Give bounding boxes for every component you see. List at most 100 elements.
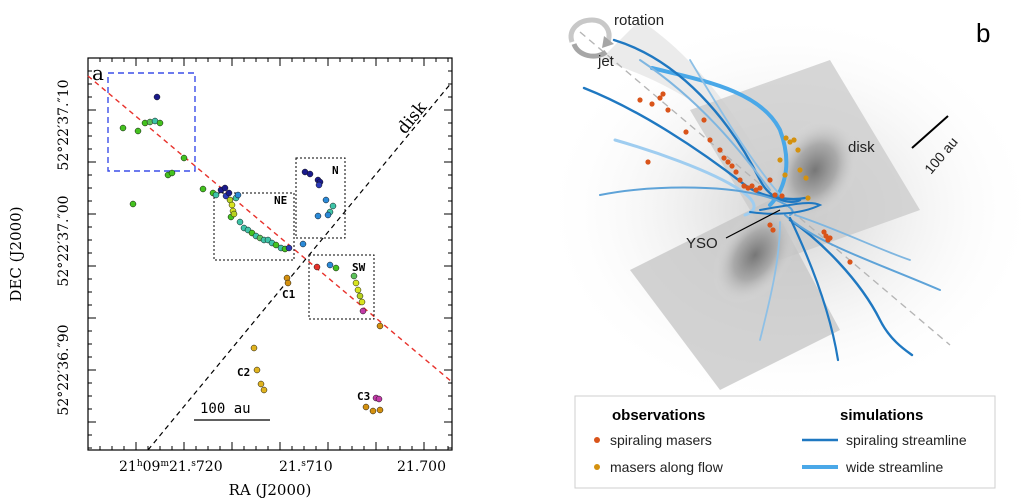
region-box-n	[295, 157, 346, 239]
x-axis-label: RA (J2000)	[229, 481, 312, 499]
maser-spot	[375, 395, 383, 403]
maser-marker	[657, 95, 663, 101]
maser-spot	[168, 169, 176, 177]
maser-spot	[225, 189, 233, 197]
maser-spot	[250, 344, 258, 352]
maser-marker	[745, 185, 751, 191]
disk-region-label: disk	[848, 139, 875, 156]
maser-marker	[717, 147, 723, 153]
spiraling-streamline-11	[749, 201, 823, 215]
spiraling-streamline-10	[794, 214, 911, 261]
y-tick-label-2: 52°22′36.″90	[56, 324, 72, 415]
maser-marker	[701, 117, 707, 123]
region-label-c3: C3	[357, 390, 370, 403]
maser-marker	[737, 177, 743, 183]
maser-marker	[823, 233, 829, 239]
maser-marker	[783, 135, 789, 141]
maser-marker	[733, 169, 739, 175]
maser-marker	[805, 195, 811, 201]
maser-spot	[180, 154, 188, 162]
maser-spot	[234, 191, 242, 199]
legend-label-masers-along-flow: masers along flow	[610, 459, 724, 475]
maser-marker	[770, 227, 776, 233]
maser-marker	[779, 193, 785, 199]
maser-spot	[313, 263, 321, 271]
maser-marker	[753, 187, 759, 193]
rotation-label: rotation	[614, 12, 664, 29]
maser-marker	[787, 139, 793, 145]
maser-spot	[119, 124, 127, 132]
maser-marker	[649, 101, 655, 107]
maser-marker	[637, 97, 643, 103]
panel-b-masers	[637, 91, 853, 265]
maser-spot	[284, 279, 292, 287]
maser-marker	[683, 129, 689, 135]
maser-spot	[153, 93, 161, 101]
y-axis-label: DEC (J2000)	[7, 206, 25, 301]
panel-a-scalebar-label: 100 au	[200, 401, 251, 417]
maser-marker	[795, 147, 801, 153]
maser-marker	[847, 259, 853, 265]
maser-spot	[356, 292, 364, 300]
disk-upper	[770, 118, 860, 222]
region-label-c1: C1	[282, 288, 296, 301]
maser-marker	[767, 177, 773, 183]
legend-simulations-title: simulations	[840, 407, 923, 424]
maser-spot	[362, 403, 370, 411]
jet-label: jet	[597, 53, 615, 70]
spiraling-streamline-6	[788, 218, 914, 357]
maser-spot	[376, 406, 384, 414]
region-label-ne: NE	[274, 194, 287, 207]
rotation-icon	[568, 17, 614, 59]
maser-marker	[782, 172, 788, 178]
yso-pointer	[725, 209, 781, 239]
maser-spot	[134, 127, 142, 135]
panel-a-label: a	[92, 61, 104, 85]
maser-marker	[721, 155, 727, 161]
panel-a-masers	[119, 93, 384, 415]
legend-swatch-masers-along-flow	[594, 464, 600, 470]
maser-spot	[306, 170, 314, 178]
maser-spot	[228, 201, 236, 209]
legend-label-wide-streamline: wide streamline	[845, 459, 943, 475]
maser-spot	[230, 210, 238, 218]
maser-spot	[129, 200, 137, 208]
x-tick-label-1: 21.s710	[279, 459, 333, 475]
maser-spot	[350, 272, 358, 280]
maser-marker	[707, 137, 713, 143]
maser-marker	[741, 183, 747, 189]
legend: observations simulations spiraling maser…	[574, 395, 996, 489]
maser-marker	[767, 222, 773, 228]
legend-observations-title: observations	[612, 407, 705, 424]
jet-axis-line	[87, 75, 453, 383]
maser-spot	[299, 240, 307, 248]
legend-swatch-spiraling-masers	[594, 437, 600, 443]
legend-label-spiraling-streamline: spiraling streamline	[846, 432, 967, 448]
maser-spot	[221, 184, 229, 192]
maser-spot	[314, 212, 322, 220]
maser-spot	[376, 322, 384, 330]
maser-spot	[369, 407, 377, 415]
zoom-box	[107, 72, 196, 172]
panel-b: rotation jet disk YSO 100 au b observati…	[540, 10, 1024, 489]
maser-marker	[725, 159, 731, 165]
maser-spot	[324, 211, 332, 219]
maser-marker	[749, 183, 755, 189]
maser-spot	[332, 264, 340, 272]
maser-spot	[285, 244, 293, 252]
maser-marker	[645, 159, 651, 165]
maser-spot	[354, 286, 362, 294]
region-label-n: N	[332, 164, 339, 177]
y-tick-label-0: 52°22′37.″10	[56, 79, 72, 170]
maser-marker	[797, 167, 803, 173]
legend-label-spiraling-masers: spiraling masers	[610, 432, 712, 448]
panel-a-ticks	[88, 58, 452, 450]
x-tick-label-2: 21.700	[397, 459, 446, 475]
maser-spot	[329, 202, 337, 210]
region-box-ne	[213, 192, 295, 261]
maser-spot	[359, 307, 367, 315]
disk-lower	[712, 205, 798, 305]
panel-a: disk NE N SW C1 C2 C3 a 100 au 21h09m21.…	[7, 57, 453, 499]
maser-spot	[260, 386, 268, 394]
